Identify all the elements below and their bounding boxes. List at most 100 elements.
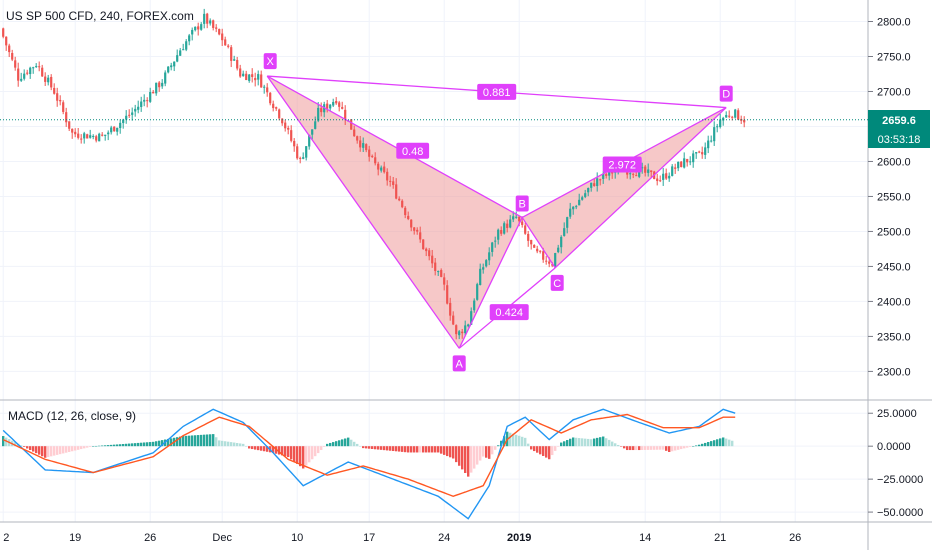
macd-hist-bar	[209, 434, 212, 447]
candle-body	[182, 49, 185, 51]
candle-body	[410, 219, 413, 228]
macd-hist-bar	[560, 442, 563, 447]
candle-body	[308, 134, 311, 147]
candle-body	[110, 127, 113, 133]
macd-hist-bar	[335, 441, 338, 447]
macd-hist-bar	[188, 435, 191, 447]
candle-body	[314, 121, 317, 129]
macd-hist-bar	[374, 446, 377, 450]
candle-body	[593, 183, 596, 187]
macd-hist-bar	[95, 445, 98, 447]
candle-body	[713, 127, 716, 142]
point-label-x: X	[267, 56, 275, 68]
candle-body	[56, 93, 59, 101]
macd-hist-bar	[716, 439, 719, 447]
candle-body	[17, 68, 20, 81]
candle-body	[359, 140, 362, 148]
macd-hist-bar	[386, 446, 389, 451]
candle-body	[557, 247, 560, 253]
candle-body	[35, 66, 38, 68]
macd-tick-label: 25.0000	[877, 408, 917, 420]
candle-body	[728, 115, 731, 117]
macd-tick-label: −25.0000	[877, 474, 923, 486]
ratio-label: 2.972	[608, 160, 636, 172]
macd-hist-bar	[461, 446, 464, 470]
macd-hist-bar	[476, 446, 479, 465]
last-price-value: 2659.6	[882, 115, 916, 127]
candle-body	[380, 167, 383, 171]
macd-hist-bar	[191, 435, 194, 447]
macd-hist-bar	[5, 437, 8, 447]
time-axis[interactable]: 2 19 26 Dec 10 17 24 2019 14 21 26	[3, 532, 801, 544]
macd-hist-bar	[581, 438, 584, 447]
candle-body	[719, 119, 722, 128]
macd-hist-bar	[518, 435, 521, 447]
macd-tick-label: 0.0000	[877, 441, 911, 453]
macd-hist-bar	[632, 446, 635, 451]
macd-hist-bar	[152, 441, 155, 447]
candle-body	[164, 72, 167, 84]
price-axis[interactable]: 2300.0 2350.0 2400.0 2450.0 2500.0 2550.0 2600…	[868, 16, 923, 519]
price-tick-label: 2300.0	[877, 366, 911, 378]
candles	[2, 8, 746, 340]
macd-hist-bar	[248, 446, 251, 449]
candle-body	[155, 82, 158, 94]
main-chart-title[interactable]: US SP 500 CFD, 240, FOREX.com	[6, 9, 194, 23]
candle-body	[689, 161, 692, 163]
macd-hist-bar	[572, 437, 575, 447]
point-label-box	[550, 274, 564, 291]
signal-line	[2, 413, 736, 498]
macd-hist-bar	[146, 442, 149, 447]
candle-body	[584, 193, 587, 197]
price-tick-label: 2600.0	[877, 156, 911, 168]
macd-hist-bar	[656, 446, 659, 450]
macd-hist-bar	[212, 434, 215, 447]
macd-hist-bar	[104, 445, 107, 447]
macd-title[interactable]: MACD (12, 26, close, 9)	[8, 409, 136, 423]
macd-hist-bar	[23, 446, 26, 447]
macd-hist-bar	[566, 440, 569, 447]
candle-body	[50, 76, 53, 88]
macd-hist-bar	[440, 446, 443, 454]
macd-hist-bar	[32, 446, 35, 452]
candle-body	[482, 267, 485, 270]
candle-body	[518, 216, 521, 222]
candle-body	[428, 250, 431, 257]
candle-body	[104, 134, 107, 136]
macd-hist-bar	[368, 446, 371, 449]
point-label-box	[719, 85, 733, 102]
macd-hist-bar	[272, 446, 275, 453]
leg-cd	[554, 107, 727, 269]
candle-body	[488, 252, 491, 261]
candle-body	[533, 244, 536, 248]
candle-body	[587, 188, 590, 193]
harmonic-pattern[interactable]: 0.881 0.48 0.424 2.972 X A B C D	[263, 53, 733, 372]
macd-hist-bar	[230, 442, 233, 447]
candle-body	[326, 103, 329, 109]
macd-hist-bar	[635, 446, 638, 451]
macd-hist-bar	[197, 435, 200, 447]
macd-hist-bar	[644, 446, 647, 450]
candle-body	[434, 262, 437, 271]
macd-hist-bar	[71, 446, 74, 452]
macd-hist-bar	[365, 446, 368, 449]
macd-hist-bar	[509, 432, 512, 447]
candle-body	[560, 236, 563, 248]
candle-body	[203, 13, 206, 24]
macd-hist-bar	[299, 446, 302, 467]
candle-body	[275, 107, 278, 109]
candle-body	[545, 260, 548, 262]
price-tick-label: 2450.0	[877, 261, 911, 273]
macd-hist-bar	[647, 446, 650, 450]
macd-hist-bar	[332, 442, 335, 447]
time-tick-label: 17	[363, 532, 375, 544]
candle-body	[242, 73, 245, 77]
macd-hist-bar	[599, 437, 602, 447]
macd-hist-bar	[455, 446, 458, 463]
candle-body	[575, 206, 578, 208]
candle-body	[221, 33, 224, 41]
macd-hist-bar	[464, 446, 467, 474]
candle-body	[179, 50, 182, 56]
